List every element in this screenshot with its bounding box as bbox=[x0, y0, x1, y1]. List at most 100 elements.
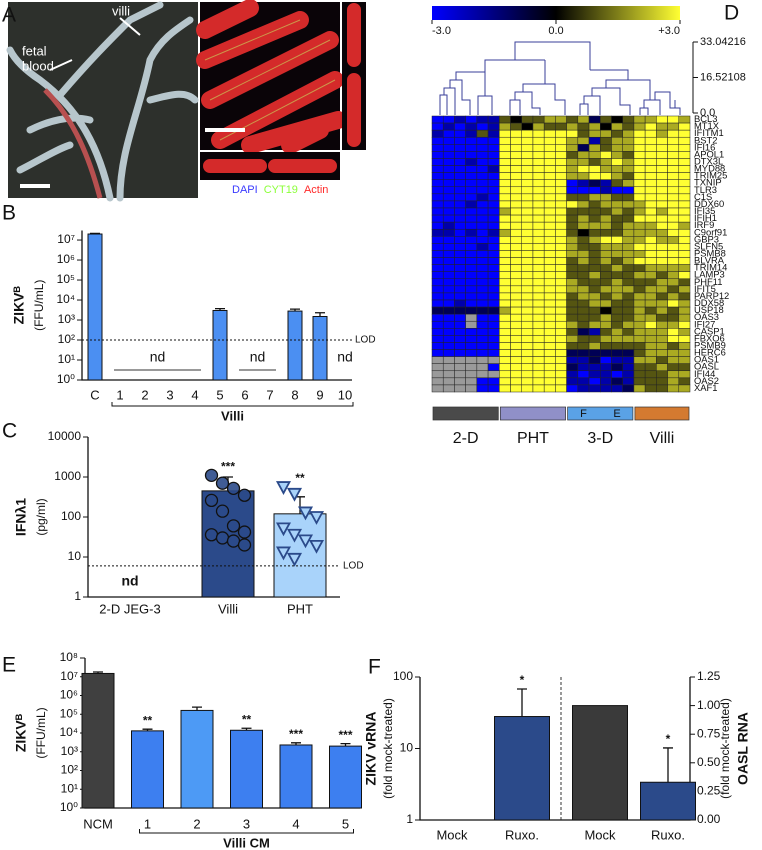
heatmap-cell bbox=[667, 129, 680, 138]
heatmap-cell bbox=[543, 363, 556, 372]
heatmap-cell bbox=[611, 122, 623, 131]
heatmap-cell bbox=[656, 335, 668, 343]
heatmap-cell bbox=[656, 179, 668, 188]
heatmap-cell bbox=[588, 264, 601, 272]
heatmap-cell bbox=[431, 186, 444, 195]
heatmap-cell bbox=[510, 186, 522, 195]
heatmap-cell bbox=[555, 328, 567, 336]
heatmap-cell bbox=[611, 306, 623, 315]
heatmap-cell bbox=[622, 165, 635, 173]
heatmap-cell bbox=[633, 335, 646, 343]
heatmap-cell bbox=[465, 306, 478, 315]
heatmap-cell bbox=[487, 356, 500, 364]
heatmap-cell bbox=[521, 122, 534, 131]
heatmap-cell bbox=[600, 363, 612, 372]
heatmap-cell bbox=[510, 285, 522, 294]
heatmap-cell bbox=[588, 299, 601, 308]
heatmap-cell bbox=[476, 370, 489, 379]
heatmap-cell bbox=[555, 306, 567, 315]
heatmap-cell bbox=[644, 193, 657, 202]
heatmap-cell bbox=[622, 250, 635, 258]
y-tick-label: 10² bbox=[61, 763, 78, 777]
heatmap-cell bbox=[600, 200, 612, 209]
heatmap-cell bbox=[476, 115, 489, 124]
heatmap-cell bbox=[476, 377, 489, 386]
heatmap-cell bbox=[543, 313, 556, 322]
y-tick-label: 10⁶ bbox=[57, 252, 75, 266]
heatmap-cell bbox=[577, 299, 590, 308]
heatmap-cell bbox=[600, 179, 612, 188]
heatmap-cell bbox=[644, 285, 657, 294]
row-label: DDX58 bbox=[694, 297, 724, 308]
heatmap-cell bbox=[521, 299, 534, 308]
heatmap-cell bbox=[667, 151, 680, 159]
heatmap-cell bbox=[487, 136, 500, 145]
y-tick-label: 10 bbox=[68, 549, 82, 563]
error-bar bbox=[215, 308, 225, 311]
heatmap-cell bbox=[600, 313, 612, 322]
heatmap-cell bbox=[442, 236, 455, 244]
group-label: Villi bbox=[650, 430, 675, 447]
heatmap-cell bbox=[532, 363, 545, 372]
heatmap-cell bbox=[678, 129, 691, 138]
heatmap-cell bbox=[521, 151, 534, 159]
image-label: blood bbox=[22, 58, 54, 73]
heatmap-cell bbox=[476, 320, 489, 329]
heatmap-cell bbox=[521, 292, 534, 301]
heatmap-cell bbox=[487, 243, 500, 251]
image-arrow bbox=[49, 17, 141, 71]
heatmap-cell bbox=[431, 370, 444, 379]
heatmap-cell bbox=[644, 214, 657, 223]
heatmap-cell bbox=[476, 257, 489, 265]
heatmap-cell bbox=[431, 306, 444, 315]
data-point bbox=[226, 481, 241, 496]
group-label: 3-D bbox=[587, 430, 613, 447]
heatmap-cell bbox=[656, 313, 668, 322]
heatmap-cell bbox=[667, 278, 680, 287]
heatmap-cell bbox=[555, 278, 567, 287]
heatmap-cell bbox=[566, 158, 579, 166]
heatmap-cell bbox=[622, 221, 635, 230]
heatmap-cell bbox=[442, 356, 455, 364]
heatmap-cell bbox=[577, 377, 590, 386]
heatmap-cell bbox=[487, 151, 500, 159]
heatmap-cell bbox=[521, 342, 534, 350]
heatmap-cell bbox=[543, 221, 556, 230]
heatmap-cell bbox=[465, 278, 478, 287]
heatmap-cell bbox=[566, 179, 579, 188]
y-axis-title: ZIKV vRNA bbox=[363, 712, 379, 786]
heatmap-cell bbox=[431, 271, 444, 280]
heatmap-cell bbox=[532, 257, 545, 265]
heatmap-cell bbox=[577, 292, 590, 301]
heatmap-cell bbox=[476, 207, 489, 216]
heatmap-cell bbox=[476, 271, 489, 280]
heatmap-cell bbox=[622, 151, 635, 159]
heatmap-cell bbox=[521, 363, 534, 372]
heatmap-cell bbox=[555, 320, 567, 329]
heatmap-cell bbox=[532, 186, 545, 195]
y-axis-title: ZIKVᴮ bbox=[11, 285, 27, 324]
heatmap-cell bbox=[454, 151, 466, 159]
colorbar-label: +3.0 bbox=[658, 25, 680, 37]
heatmap-cell bbox=[476, 129, 489, 138]
heatmap-cell bbox=[656, 221, 668, 230]
data-point bbox=[286, 528, 303, 543]
heatmap-cell bbox=[465, 313, 478, 322]
error-bar bbox=[291, 742, 301, 745]
heatmap-cell bbox=[510, 122, 522, 131]
heatmap-cell bbox=[442, 257, 455, 265]
heatmap-cell bbox=[476, 221, 489, 230]
heatmap-cell bbox=[644, 136, 657, 145]
heatmap-cell bbox=[566, 370, 579, 379]
heatmap-cell bbox=[577, 115, 590, 124]
heatmap-cell bbox=[577, 165, 590, 173]
heatmap-cell bbox=[600, 257, 612, 265]
dendrogram bbox=[439, 41, 681, 115]
heatmap-cell bbox=[656, 158, 668, 166]
heatmap-cell bbox=[555, 250, 567, 258]
heatmap-cell bbox=[499, 306, 511, 315]
heatmap-cell bbox=[678, 186, 691, 195]
annotation: * bbox=[520, 673, 525, 687]
x-bracket bbox=[111, 402, 354, 407]
